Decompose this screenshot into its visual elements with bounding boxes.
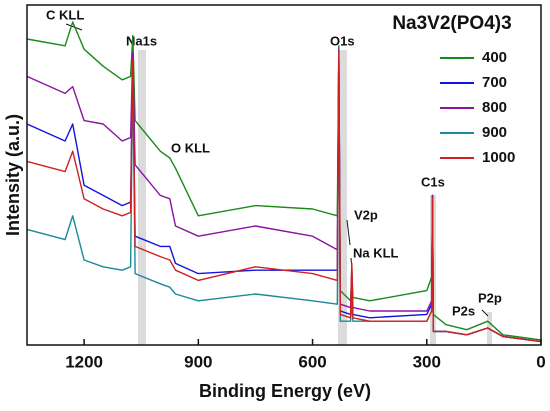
annotation-leaders xyxy=(65,23,489,317)
annotation: P2p xyxy=(478,290,502,305)
legend-label: 900 xyxy=(482,124,507,141)
x-tick-label: 600 xyxy=(298,352,326,371)
leader xyxy=(481,309,489,317)
annotation: C KLL xyxy=(46,7,84,22)
leader xyxy=(346,219,351,246)
band xyxy=(138,50,146,345)
annotation: C1s xyxy=(421,174,445,189)
x-axis-label: Binding Energy (eV) xyxy=(199,381,371,401)
x-tick-label: 1200 xyxy=(65,352,103,371)
annotation: Na1s xyxy=(126,33,157,48)
legend-label: 800 xyxy=(482,99,507,116)
annotation: O KLL xyxy=(171,140,210,155)
annotation: P2s xyxy=(452,303,475,318)
x-tick-label: 300 xyxy=(413,352,441,371)
legend-title: Na3V2(PO4)3 xyxy=(392,13,511,34)
annotation: O1s xyxy=(330,33,355,48)
x-tick-label: 0 xyxy=(536,352,545,371)
legend-label: 1000 xyxy=(482,149,515,166)
x-tick-label: 900 xyxy=(184,352,212,371)
band xyxy=(338,50,347,345)
legend-label: 700 xyxy=(482,74,507,91)
series-line xyxy=(26,51,542,343)
series-line xyxy=(26,21,542,341)
leader xyxy=(65,23,83,31)
legend-label: 400 xyxy=(482,49,507,66)
annotation: V2p xyxy=(354,207,378,222)
plot-frame xyxy=(26,4,542,346)
series-line xyxy=(26,55,542,343)
y-axis-label: Intensity (a.u.) xyxy=(3,114,23,236)
annotation: Na KLL xyxy=(353,245,399,260)
